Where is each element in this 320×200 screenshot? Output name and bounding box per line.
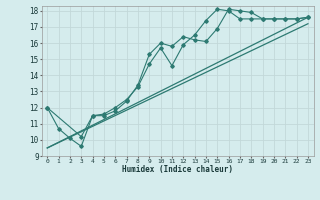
X-axis label: Humidex (Indice chaleur): Humidex (Indice chaleur): [122, 165, 233, 174]
